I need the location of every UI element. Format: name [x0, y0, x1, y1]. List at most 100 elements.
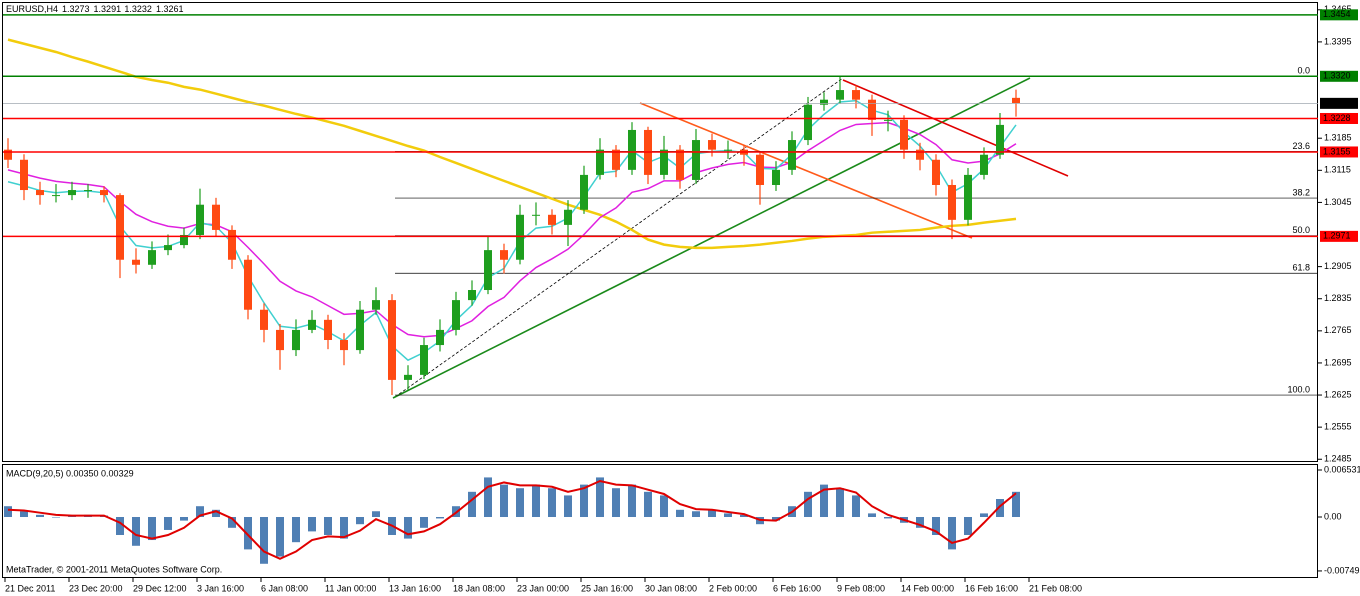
macd-bar: [836, 488, 844, 518]
macd-bar: [180, 517, 188, 521]
candle-body: [180, 234, 188, 246]
macd-bar: [308, 517, 316, 532]
macd-bar: [564, 495, 572, 518]
trendline: [639, 102, 973, 239]
macd-bar: [356, 517, 364, 525]
price-level-box: [1320, 112, 1358, 124]
y-tick-label: 1.2555: [1324, 422, 1352, 432]
fib-label: 100.0: [1287, 384, 1310, 394]
trendline: [392, 77, 1031, 399]
macd-title: MACD(9,20,5) 0.00350 0.00329: [6, 468, 134, 478]
candle-body: [340, 340, 348, 351]
macd-bar: [980, 513, 988, 518]
candle-body: [468, 290, 476, 301]
macd-bar: [340, 517, 348, 539]
candle-body: [772, 169, 780, 185]
x-tick-label: 2 Feb 00:00: [709, 583, 757, 593]
y-tick-label: 1.2765: [1324, 325, 1352, 335]
candle-body: [324, 319, 332, 341]
x-tick-label: 6 Feb 16:00: [773, 583, 821, 593]
macd-bar: [868, 513, 876, 518]
candle-body: [4, 149, 12, 160]
macd-bar: [132, 517, 140, 546]
candle-body: [980, 154, 988, 175]
candle-body: [196, 204, 204, 235]
macd-bar: [772, 517, 780, 521]
x-tick-label: 18 Jan 08:00: [453, 583, 505, 593]
header-value: EURUSD,H4: [6, 4, 58, 14]
macd-bar: [196, 506, 204, 518]
candle-body: [164, 245, 172, 251]
candle-body: [532, 214, 540, 216]
candle-body: [420, 345, 428, 375]
macd-bar: [164, 517, 172, 530]
macd-bar: [804, 491, 812, 518]
macd-bar: [948, 517, 956, 550]
candle-body: [788, 140, 796, 170]
candle-body: [836, 90, 844, 100]
macd-bar: [676, 509, 684, 518]
candle-body: [932, 159, 940, 185]
macd-bar: [692, 511, 700, 518]
candle-body: [308, 319, 316, 330]
y-tick-label: 1.2905: [1324, 261, 1352, 271]
candle-body: [708, 140, 716, 150]
y-tick-label: 1.2485: [1324, 454, 1352, 464]
candle-body: [804, 104, 812, 141]
y-tick-label: 1.2625: [1324, 389, 1352, 399]
candle-body: [100, 190, 108, 196]
macd-bar: [36, 514, 44, 518]
macd-bar: [468, 491, 476, 518]
candle-body: [724, 149, 732, 151]
candle-body: [260, 309, 268, 330]
macd-bar: [20, 511, 28, 518]
candle-body: [212, 204, 220, 230]
y-tick-label: 1.3465: [1324, 4, 1352, 14]
fib-label: 23.6: [1292, 141, 1310, 151]
macd-bar: [612, 488, 620, 518]
x-tick-label: 6 Jan 08:00: [261, 583, 308, 593]
chart-header: EURUSD,H4 1.3273 1.3291 1.3232 1.3261: [6, 4, 183, 14]
macd-bar: [708, 509, 716, 518]
x-tick-label: 21 Dec 2011: [5, 583, 55, 593]
fib-label: 61.8: [1292, 263, 1310, 273]
x-tick-label: 23 Jan 00:00: [517, 583, 569, 593]
candle-body: [948, 184, 956, 220]
price-level-label: 1.2971: [1323, 231, 1351, 241]
macd-bar: [484, 477, 492, 518]
macd-bar: [532, 484, 540, 518]
macd-bar: [116, 517, 124, 535]
y-tick-label: 1.3395: [1324, 36, 1352, 46]
trendline: [842, 79, 1069, 177]
candle-body: [884, 119, 892, 121]
macd-bar: [644, 491, 652, 518]
macd-bar: [372, 511, 380, 518]
macd-bar: [932, 517, 940, 535]
price-level-label: 1.3155: [1323, 146, 1351, 156]
macd-bar: [548, 488, 556, 518]
price-level-box: [1320, 97, 1358, 109]
macd-bar: [148, 517, 156, 541]
candle-body: [596, 149, 604, 175]
macd-bar: [244, 517, 252, 550]
moving-average: [7, 99, 1017, 362]
macd-bar: [964, 517, 972, 535]
candle-body: [500, 250, 508, 260]
candle-body: [148, 250, 156, 265]
candle-body: [580, 174, 588, 210]
x-tick-label: 13 Jan 16:00: [389, 583, 441, 593]
candle-body: [452, 300, 460, 330]
macd-signal: [7, 479, 1017, 560]
candle-body: [116, 195, 124, 260]
candle-body: [132, 259, 140, 265]
candle-body: [868, 99, 876, 120]
candle-body: [404, 374, 412, 380]
macd-bar: [740, 514, 748, 518]
header-value: 1.3232: [124, 4, 152, 14]
candle-body: [916, 149, 924, 160]
macd-panel: [2, 464, 1318, 578]
macd-bar: [916, 517, 924, 528]
moving-average: [7, 38, 1017, 250]
